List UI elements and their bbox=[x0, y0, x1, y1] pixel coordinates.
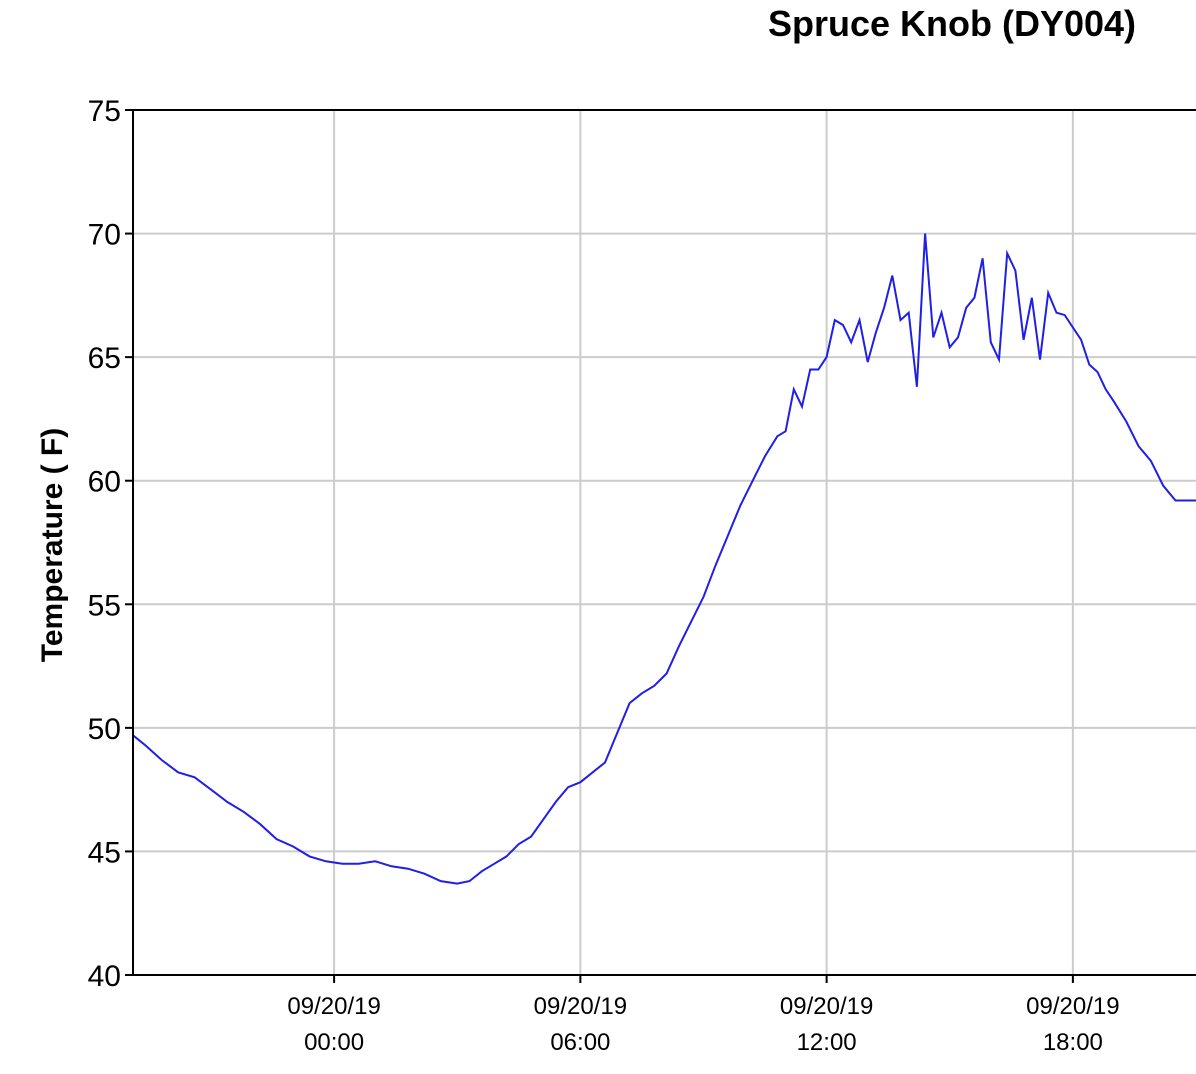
x-tick-label-date: 09/20/19 bbox=[1026, 993, 1119, 1020]
x-ticks: 09/20/19 00:00 09/20/19 06:00 09/20/19 12:00 0… bbox=[287, 975, 1120, 1056]
y-tick-label: 50 bbox=[88, 713, 121, 746]
y-tick-label: 40 bbox=[88, 960, 121, 993]
x-tick-label-time: 12:00 bbox=[797, 1029, 857, 1056]
y-tick-label: 55 bbox=[88, 589, 121, 622]
y-axis-label: Temperature ( F) bbox=[36, 428, 69, 662]
y-tick-label: 75 bbox=[88, 95, 121, 128]
x-tick-label-time: 18:00 bbox=[1043, 1029, 1103, 1056]
x-tick-label-time: 00:00 bbox=[304, 1029, 364, 1056]
x-tick-label-time: 06:00 bbox=[550, 1029, 610, 1056]
y-tick-label: 60 bbox=[88, 466, 121, 499]
chart-title: Spruce Knob (DY004) bbox=[768, 3, 1136, 44]
y-tick-label: 70 bbox=[88, 219, 121, 252]
x-tick-label-date: 09/20/19 bbox=[780, 993, 873, 1020]
axes bbox=[132, 109, 1196, 976]
y-ticks: 40 45 50 55 60 65 70 75 bbox=[88, 95, 133, 993]
x-tick-label-date: 09/20/19 bbox=[287, 993, 380, 1020]
y-tick-label: 45 bbox=[88, 836, 121, 869]
x-tick-label-date: 09/20/19 bbox=[534, 993, 627, 1020]
y-tick-label: 65 bbox=[88, 342, 121, 375]
temperature-series-line bbox=[132, 233, 1196, 885]
series-layer bbox=[132, 233, 1196, 885]
